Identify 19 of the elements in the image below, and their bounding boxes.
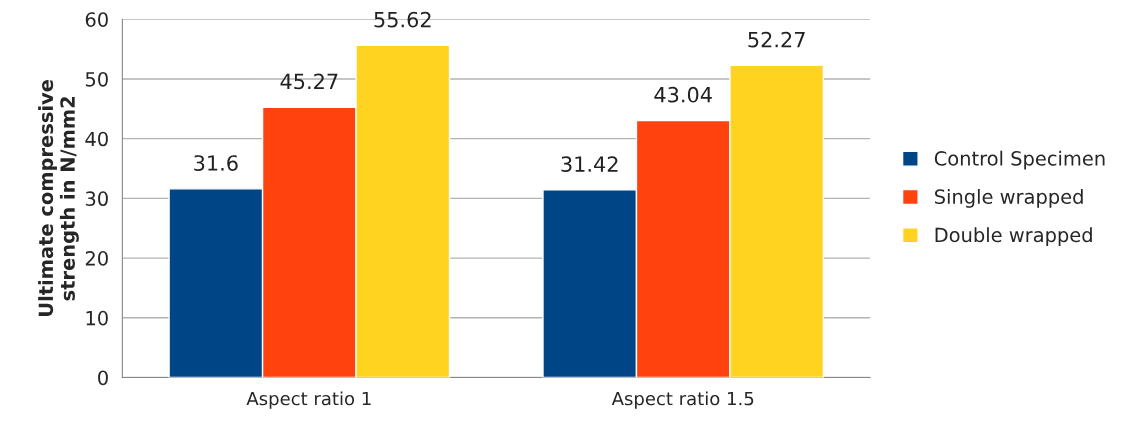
data-label: 31.42 (561, 156, 618, 172)
legend-label: Control Specimen (934, 150, 1105, 170)
data-label: 52.27 (748, 31, 805, 48)
y-tick-label: 30 (85, 191, 108, 207)
legend-label: Double wrapped (935, 227, 1092, 247)
y-tick-label: 0 (98, 370, 108, 386)
data-label: 45.27 (280, 73, 338, 90)
y-tick-label: 10 (86, 310, 108, 326)
y-axis-title: Ultimate compressive strength in N/mm2 (38, 80, 79, 316)
legend-label: Single wrapped (934, 188, 1083, 208)
x-tick-label: Aspect ratio 1 (246, 391, 371, 409)
data-label: 31.6 (194, 155, 238, 171)
data-label: 55.62 (374, 11, 431, 28)
y-tick-label: 20 (85, 251, 108, 266)
y-tick-label: 60 (85, 12, 108, 27)
data-label: 43.04 (654, 86, 712, 103)
x-tick-label: Aspect ratio 1.5 (611, 391, 754, 409)
y-tick-label: 40 (85, 131, 108, 147)
y-tick-label: 50 (85, 71, 108, 87)
